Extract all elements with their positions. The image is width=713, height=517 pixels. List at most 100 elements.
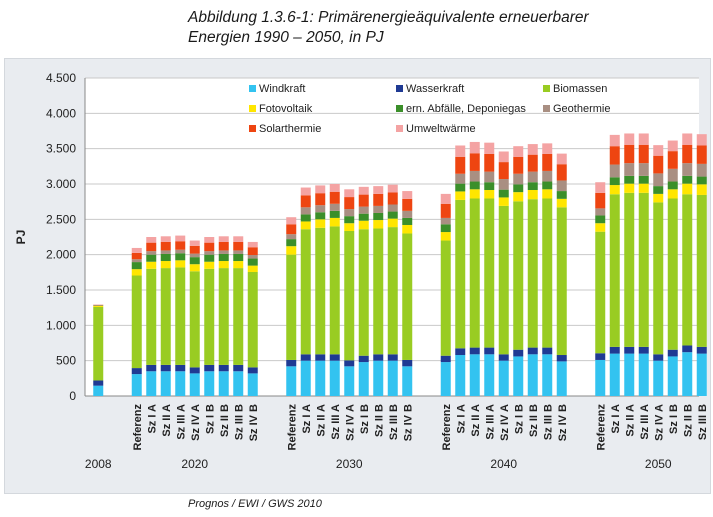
category-label: Referenz (286, 404, 298, 451)
bar-segment (542, 143, 553, 154)
bar-segment (160, 236, 171, 242)
bar-segment (387, 211, 398, 219)
bar-segment (527, 190, 538, 200)
bar-segment (638, 183, 649, 193)
bar-segment (498, 162, 509, 180)
bar-segment (189, 264, 200, 272)
bar-segment (160, 371, 171, 396)
bar-segment (667, 151, 678, 169)
bar-segment (402, 366, 413, 396)
bar-segment (624, 346, 635, 354)
bar-segment (286, 366, 297, 396)
bar-segment (638, 346, 649, 354)
bar-segment (131, 247, 142, 253)
y-tick-label: 1.000 (46, 318, 76, 332)
legend-swatch (396, 85, 403, 92)
bar-segment (160, 268, 171, 365)
bar-segment (667, 356, 678, 396)
bar-segment (624, 192, 635, 347)
bar-segment (682, 194, 693, 346)
bar-segment (609, 146, 620, 165)
bar-segment (653, 173, 664, 187)
bar-segment (329, 210, 340, 218)
bar-segment (233, 236, 244, 242)
bar-segment (609, 346, 620, 354)
bar-segment (527, 199, 538, 348)
bar-segment (484, 347, 495, 355)
bar-segment (189, 373, 200, 396)
category-label: Sz III A (330, 404, 342, 440)
bar-segment (93, 385, 104, 396)
bar-segment (358, 362, 369, 396)
bar-segment (542, 347, 553, 355)
bar-segment (542, 189, 553, 199)
bar-segment (484, 142, 495, 154)
y-axis-title: PJ (14, 230, 28, 245)
bar-segment (131, 259, 142, 263)
bar-segment (160, 250, 171, 254)
bar-segment (682, 352, 693, 396)
bar-segment (146, 261, 157, 269)
category-label: Sz III B (542, 404, 554, 440)
bar-segment (469, 141, 480, 154)
bar-segment (344, 366, 355, 396)
bar-segment (373, 212, 384, 221)
bar-segment (218, 236, 229, 242)
bar-segment (160, 364, 171, 372)
bar-segment (204, 237, 215, 243)
bar-segment (440, 232, 451, 241)
legend-swatch (249, 105, 256, 112)
bar-segment (542, 181, 553, 190)
category-label: Sz I A (610, 404, 622, 434)
bar-segment (93, 306, 104, 381)
group-label: 2030 (336, 457, 363, 471)
bar-segment (329, 360, 340, 396)
y-tick-label: 2.000 (46, 248, 76, 262)
bar-segment (440, 240, 451, 356)
bar-segment (682, 175, 693, 184)
bar-segment (315, 354, 326, 361)
bar-segment (595, 192, 606, 209)
bar-segment (286, 234, 297, 240)
bar-segment (160, 261, 171, 269)
bar-segment (696, 346, 707, 354)
bar-segment (498, 151, 509, 163)
category-label: Sz IV B (402, 404, 414, 441)
bar-segment (667, 189, 678, 199)
bar-segment (595, 353, 606, 360)
bar-segment (247, 265, 258, 272)
category-label: Sz II A (161, 404, 173, 437)
bar-segment (527, 347, 538, 355)
bar-segment (160, 253, 171, 262)
bar-segment (556, 191, 567, 199)
bar-segment (344, 189, 355, 198)
y-tick-label: 500 (56, 354, 76, 368)
bar-segment (373, 220, 384, 229)
bar-segment (373, 186, 384, 194)
bar-segment (358, 206, 369, 214)
bar-segment (131, 374, 142, 396)
bar-segment (233, 261, 244, 269)
bar-segment (204, 268, 215, 365)
bar-segment (131, 262, 142, 270)
category-label: Sz III A (175, 404, 187, 440)
bar-segment (358, 194, 369, 207)
bar-segment (542, 198, 553, 348)
bar-segment (218, 268, 229, 365)
bar-segment (484, 182, 495, 191)
bar-segment (609, 185, 620, 195)
legend-swatch (543, 105, 550, 112)
bar-segment (682, 163, 693, 176)
y-tick-label: 1.500 (46, 283, 76, 297)
category-label: Sz IV B (248, 404, 260, 441)
bar-segment (682, 133, 693, 145)
bar-segment (609, 194, 620, 347)
category-label: Referenz (132, 404, 144, 451)
bar-segment (204, 242, 215, 252)
bar-segment (402, 224, 413, 234)
bar-segment (484, 198, 495, 348)
bar-segment (373, 354, 384, 361)
bar-segment (300, 187, 311, 196)
bar-segment (218, 364, 229, 372)
category-label: Sz II B (373, 404, 385, 437)
